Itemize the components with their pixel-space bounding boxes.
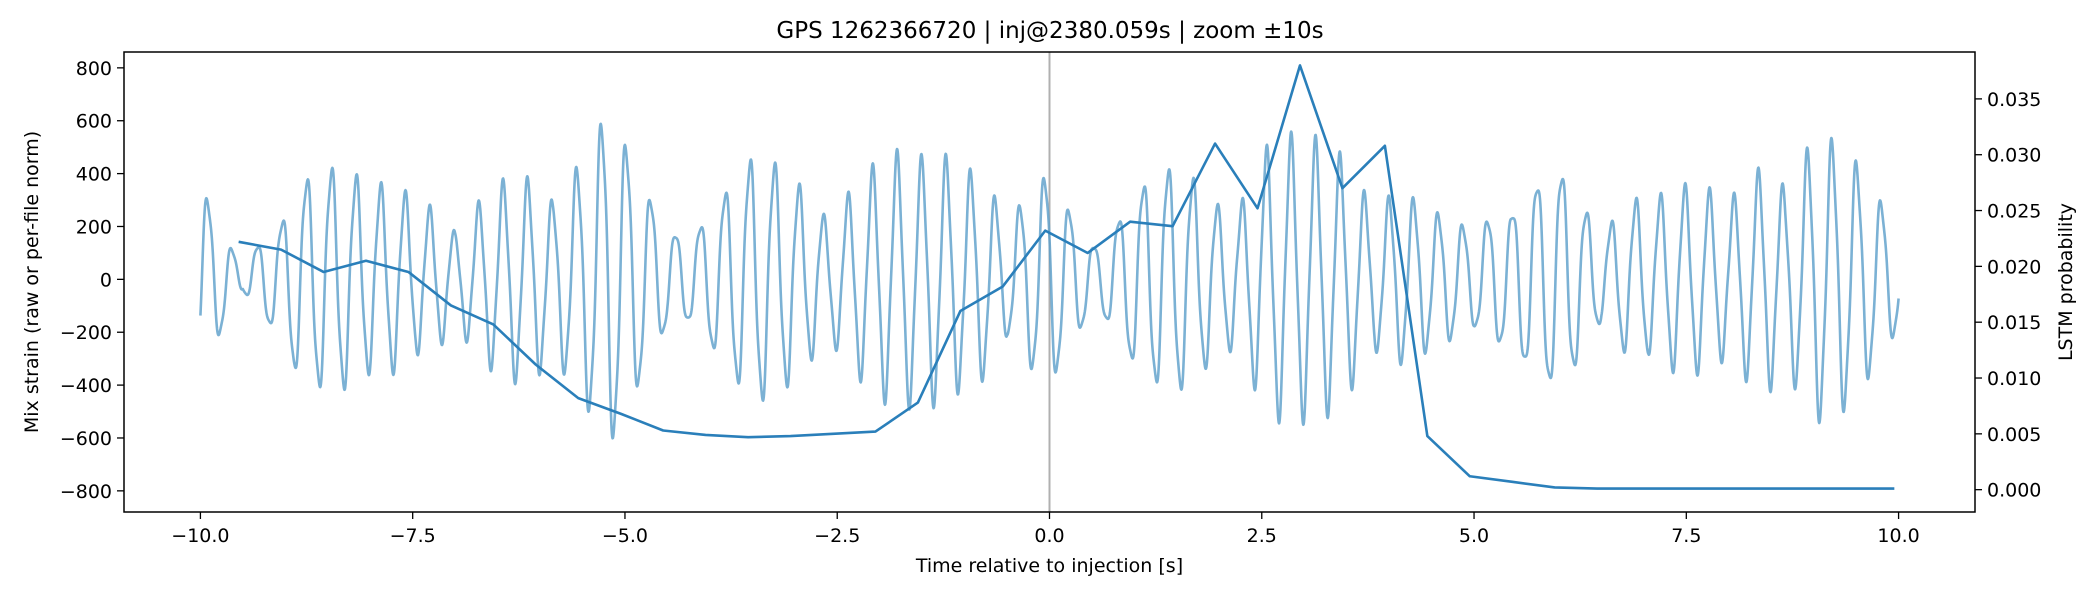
- right-y-tick-label: 0.030: [1987, 145, 2041, 167]
- x-tick-label: −10.0: [171, 525, 229, 547]
- x-tick-label: 0.0: [1034, 525, 1064, 547]
- x-tick-label: −7.5: [390, 525, 436, 547]
- lstm-probability-line: [238, 64, 1895, 490]
- right-y-axis-label: LSTM probability: [2055, 203, 2077, 361]
- plot-frame: [123, 51, 1976, 513]
- left-y-tick-label: −800: [60, 481, 112, 503]
- right-y-tick-label: 0.000: [1987, 480, 2041, 502]
- left-y-tick-label: 200: [76, 216, 112, 238]
- chart-title: GPS 1262366720 | inj@2380.059s | zoom ±1…: [776, 18, 1323, 44]
- x-tick-label: 10.0: [1877, 525, 1919, 547]
- left-y-tick-label: 800: [76, 58, 112, 80]
- x-tick-label: 2.5: [1247, 525, 1277, 547]
- right-y-axis: 0.000 0.005 0.010 0.015 0.020 0.025 0.030 0.035: [1975, 89, 2041, 502]
- plot-layer: [199, 52, 1900, 512]
- left-y-tick-label: −200: [60, 322, 112, 344]
- left-y-tick-label: 600: [76, 111, 112, 133]
- right-y-tick-label: 0.015: [1987, 312, 2041, 334]
- x-tick-label: 7.5: [1671, 525, 1701, 547]
- x-tick-label: −2.5: [814, 525, 860, 547]
- x-axis-label: Time relative to injection [s]: [915, 555, 1183, 577]
- x-axis: −10.0 −7.5 −5.0 −2.5 0.0 2.5 5.0 7.5 10.0: [171, 512, 1920, 547]
- x-tick-label: −5.0: [602, 525, 648, 547]
- right-y-tick-label: 0.005: [1987, 424, 2041, 446]
- right-y-tick-label: 0.025: [1987, 201, 2041, 223]
- right-y-tick-label: 0.035: [1987, 89, 2041, 111]
- x-tick-label: 5.0: [1459, 525, 1489, 547]
- left-y-tick-label: 400: [76, 164, 112, 186]
- left-y-tick-label: −600: [60, 428, 112, 450]
- left-y-tick-label: −400: [60, 375, 112, 397]
- strain-series-line: [199, 122, 1900, 440]
- left-y-tick-label: 0: [100, 269, 112, 291]
- left-y-axis: −800 −600 −400 −200 0 200 400 600 800: [60, 58, 124, 503]
- left-y-axis-label: Mix strain (raw or per-file norm): [21, 131, 43, 433]
- right-y-tick-label: 0.020: [1987, 256, 2041, 278]
- right-y-tick-label: 0.010: [1987, 368, 2041, 390]
